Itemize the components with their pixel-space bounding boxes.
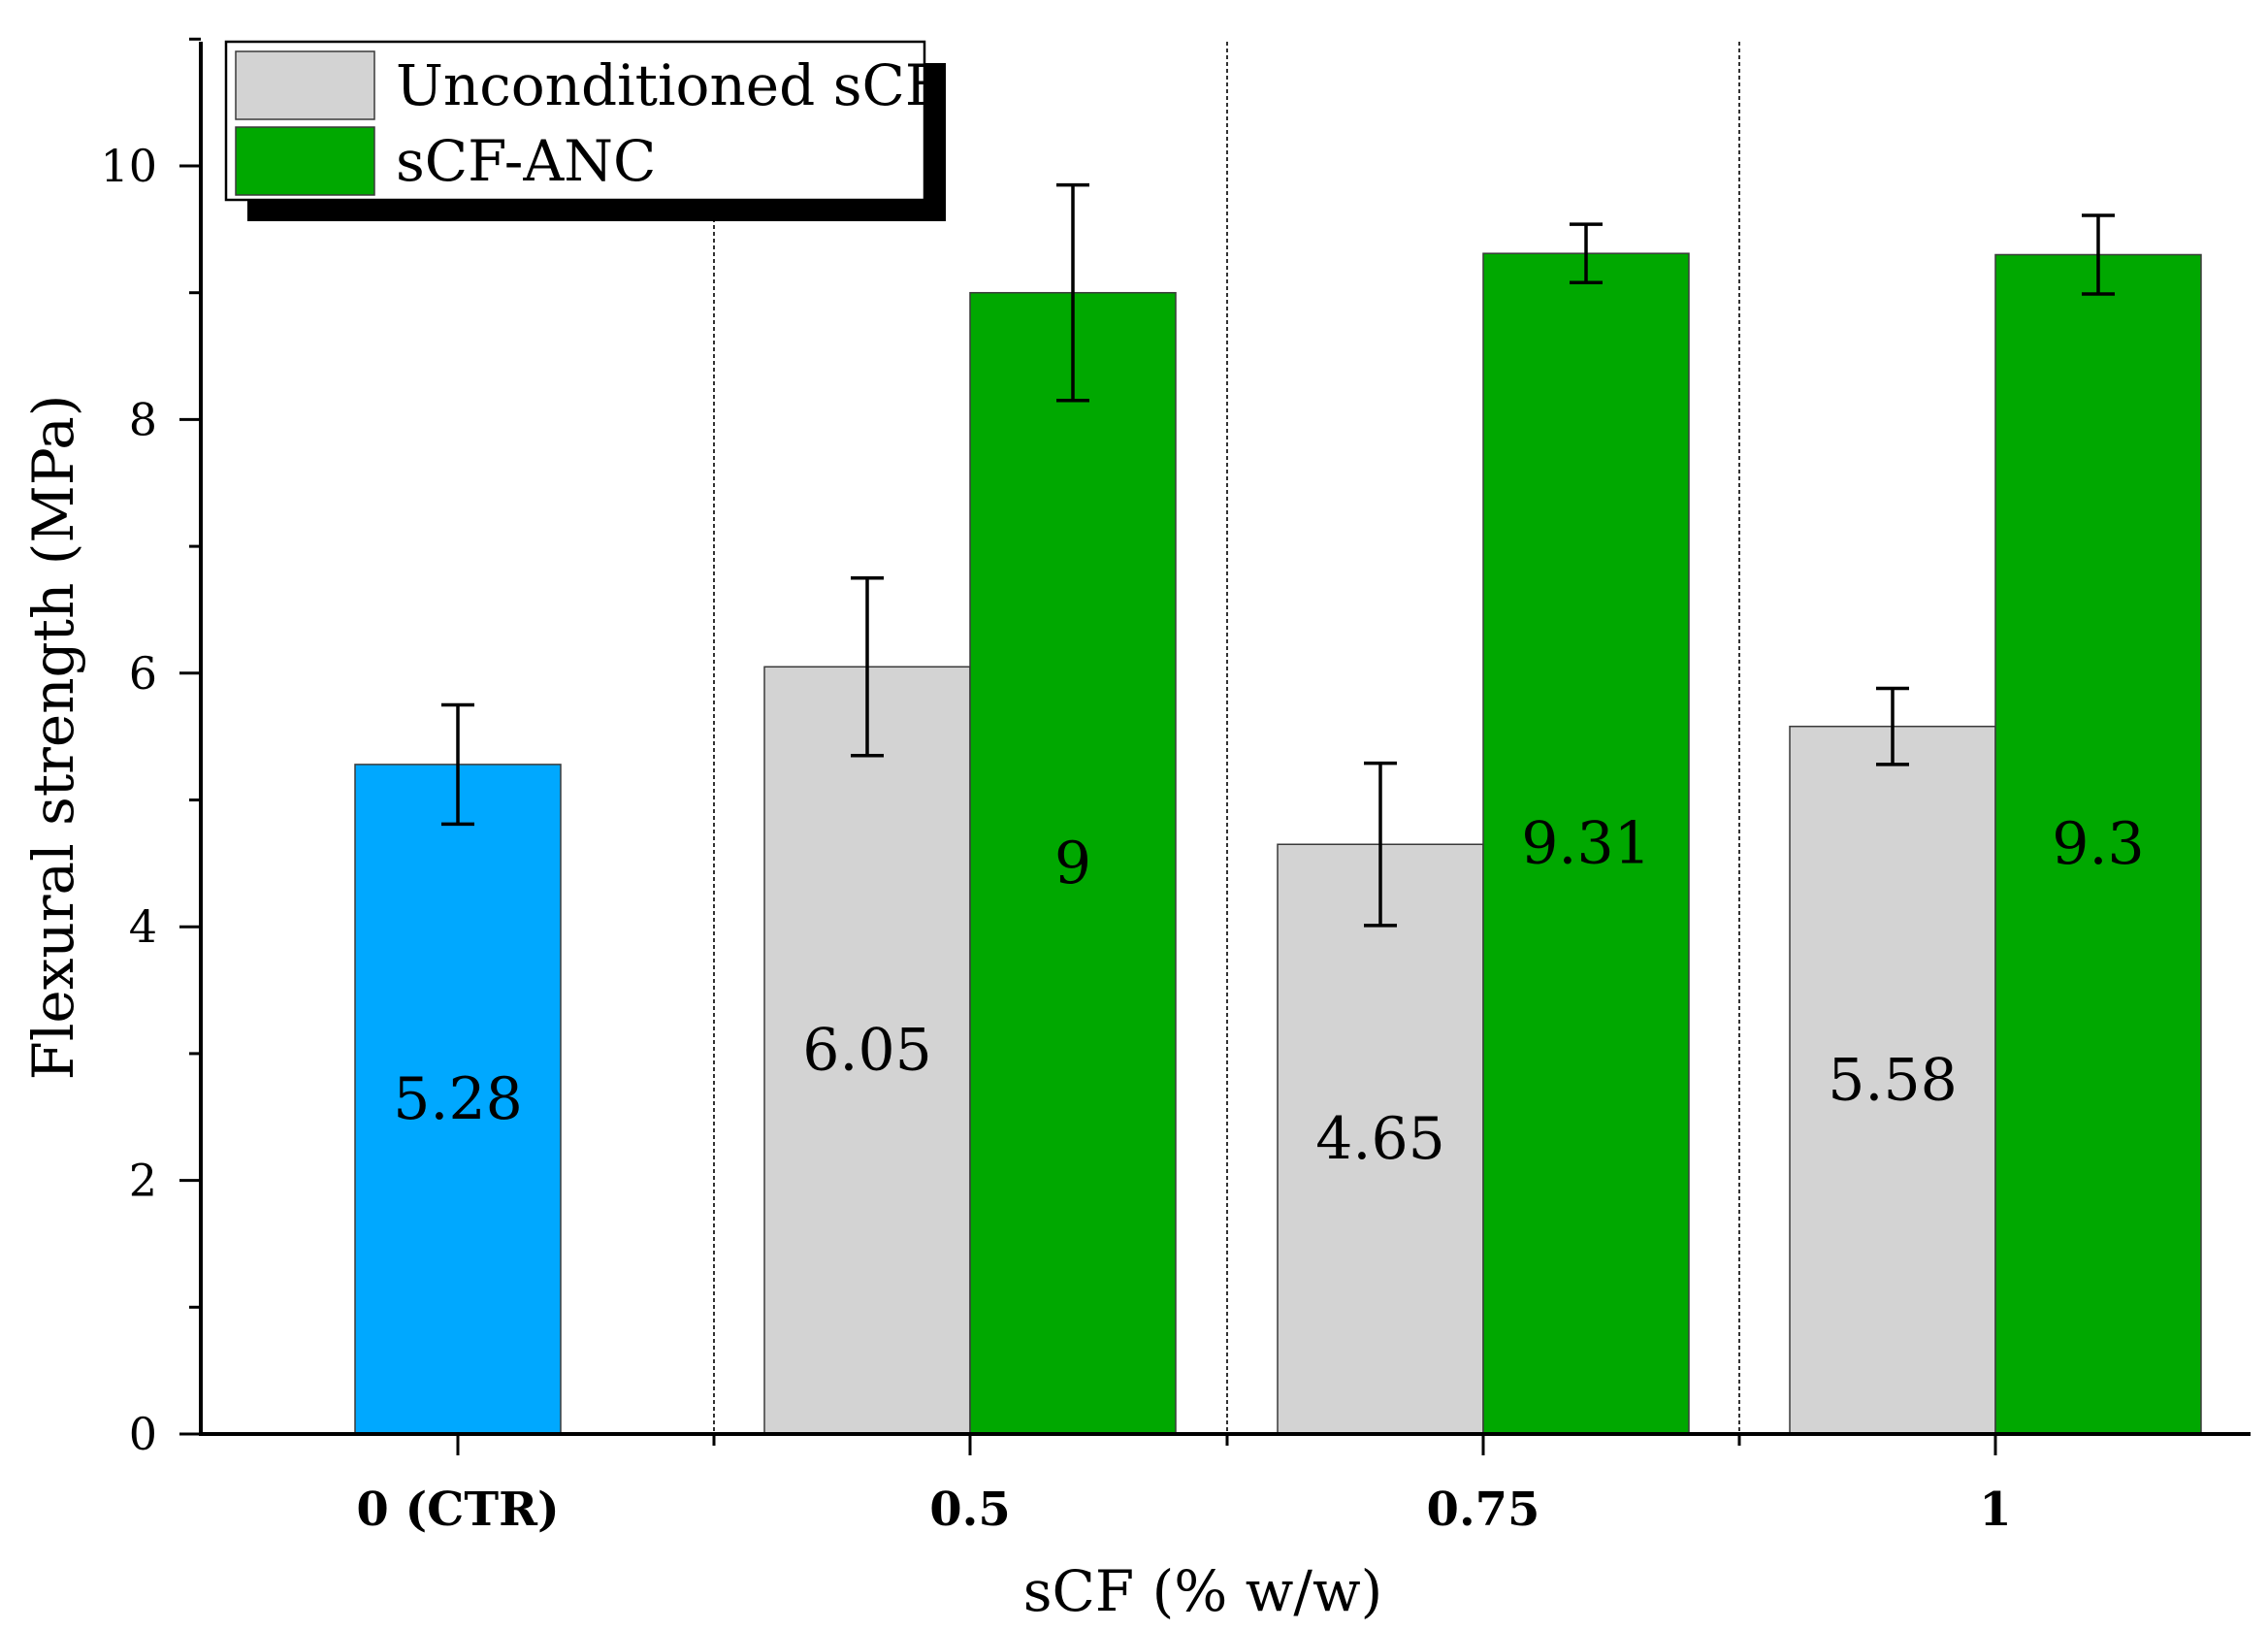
error-bars xyxy=(441,182,2115,928)
x-axis-title: sCF (% w/w) xyxy=(1023,1558,1382,1624)
y-tick-label-8: 8 xyxy=(129,393,157,445)
legend: Unconditioned sCF sCF-ANC xyxy=(224,40,946,221)
y-tick-label-2: 2 xyxy=(129,1155,157,1207)
y-tick-label-10: 10 xyxy=(100,140,157,192)
y-axis-title: Flexural strength (MPa) xyxy=(20,395,86,1081)
x-tick-label-2: 0.5 xyxy=(929,1483,1011,1537)
series2-cat-1-bar xyxy=(1994,253,2202,1435)
legend-swatch-2 xyxy=(235,126,375,196)
y-tick-label-4: 4 xyxy=(129,900,157,953)
series1-cat-0-75-data-label: 4.65 xyxy=(1315,1105,1445,1173)
series1-cat-1-data-label: 5.58 xyxy=(1828,1046,1958,1114)
legend-label-2: sCF-ANC xyxy=(396,128,656,194)
series1-cat-0-5-bar xyxy=(763,666,971,1435)
series2-cat-1-data-label: 9.3 xyxy=(2052,810,2144,878)
series2-cat-0-5-data-label: 9 xyxy=(1054,830,1091,897)
series2-cat-0-75-bar xyxy=(1482,252,1690,1435)
y-tick-label-0: 0 xyxy=(129,1408,157,1460)
ctr-bar xyxy=(354,764,562,1435)
ctr-data-label: 5.28 xyxy=(393,1065,523,1133)
data-labels: 5.28 6.05 4.65 5.58 9 9.31 9.3 xyxy=(393,810,2145,1174)
x-tick-label-4: 1 xyxy=(1979,1483,2011,1537)
x-tick-label-3: 0.75 xyxy=(1427,1483,1540,1537)
y-tick-label-6: 6 xyxy=(129,647,157,700)
legend-label-1: Unconditioned sCF xyxy=(396,52,944,118)
series1-cat-0-75-bar xyxy=(1277,843,1484,1435)
series2-cat-0-75-data-label: 9.31 xyxy=(1521,810,1651,878)
category-separators xyxy=(713,42,1740,1434)
axes: 0 2 4 6 8 10 0 (CTR) 0.5 0.75 1 sCF (% w/w) Flexura… xyxy=(20,37,2251,1624)
series2-cat-0-5-bar xyxy=(969,291,1177,1435)
x-tick-label-1: 0 (CTR) xyxy=(356,1483,559,1537)
series1-cat-1-bar xyxy=(1789,725,1996,1435)
series1-cat-0-5-data-label: 6.05 xyxy=(802,1017,932,1085)
legend-swatch-1 xyxy=(235,50,375,120)
bars xyxy=(354,252,2202,1435)
